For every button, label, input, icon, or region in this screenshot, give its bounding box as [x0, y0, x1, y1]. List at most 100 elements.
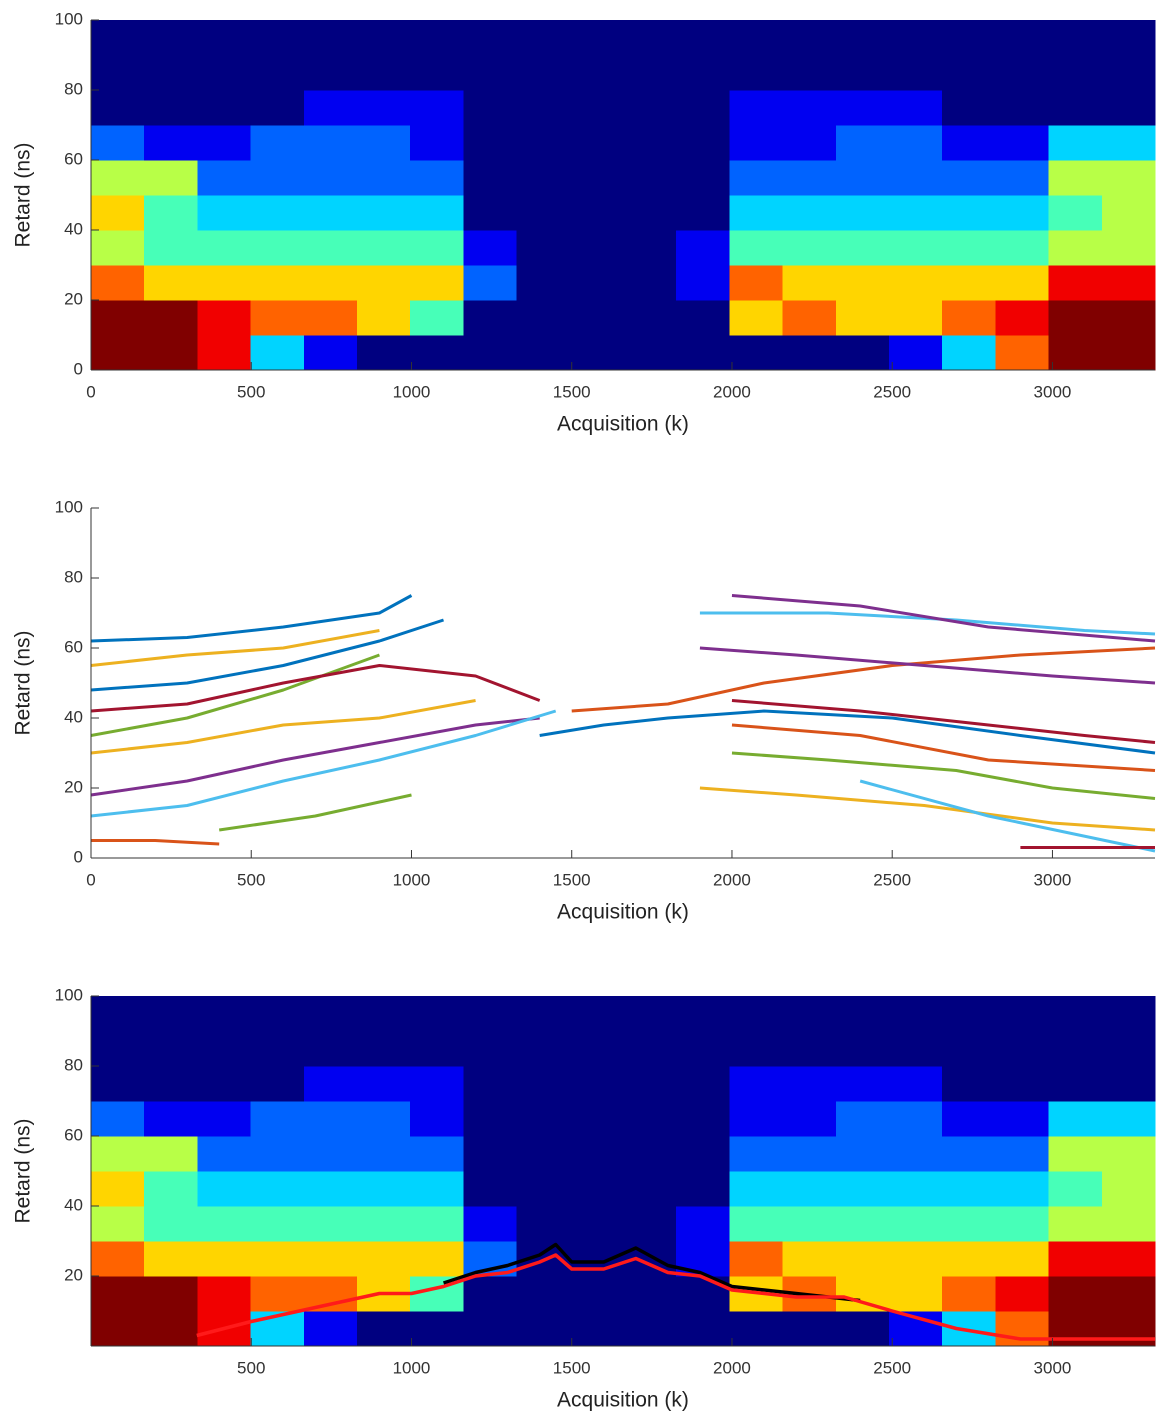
heatmap-cell — [250, 1066, 305, 1102]
heatmap-cell — [1101, 1276, 1156, 1312]
y-axis-label: Retard (ns) — [12, 630, 35, 735]
x-tick-label: 2000 — [713, 382, 751, 401]
x-axis-label: Acquisition (k) — [557, 901, 689, 924]
heatmap-cell — [410, 1171, 464, 1207]
heatmap-cell — [410, 195, 464, 231]
heatmap-cell — [729, 1101, 784, 1137]
heatmap-cell — [197, 1136, 252, 1172]
heatmap-cell — [729, 195, 784, 231]
x-tick-label: 1000 — [393, 1358, 431, 1377]
heatmap-cell — [250, 1276, 305, 1312]
heatmap-cell — [942, 265, 996, 301]
heatmap-cell — [942, 195, 996, 231]
heatmap-cell — [889, 1031, 943, 1067]
track-line — [90, 664, 541, 713]
heatmap-cell — [516, 1066, 571, 1102]
heatmap-cell — [1101, 265, 1156, 301]
heatmap-cell — [782, 125, 837, 161]
heatmap-cell — [1048, 1241, 1103, 1277]
heatmap-cell — [144, 1276, 198, 1312]
track-line — [90, 629, 380, 667]
heatmap-cell — [569, 195, 624, 231]
heatmap-cell — [569, 300, 624, 336]
heatmap-cell — [91, 20, 145, 56]
heatmap-cell — [197, 1031, 252, 1067]
heatmap-cell — [303, 90, 358, 126]
heatmap-cell — [569, 90, 624, 126]
heatmap-cell — [995, 1031, 1050, 1067]
heatmap-cell — [889, 1101, 943, 1137]
y-tick-label: 100 — [55, 497, 83, 516]
heatmap-cell — [357, 1066, 411, 1102]
heatmap-cell — [942, 55, 996, 91]
heatmap-cell — [729, 300, 784, 336]
heatmap-cell — [516, 230, 571, 266]
heatmap-cell — [889, 160, 943, 196]
heatmap-cell — [729, 1241, 784, 1277]
heatmap-cell — [623, 20, 677, 56]
y-tick-label: 80 — [64, 567, 83, 586]
heatmap-cell — [942, 1276, 996, 1312]
heatmap-cell — [835, 90, 890, 126]
y-tick-label: 40 — [64, 707, 83, 726]
heatmap-cell — [835, 1136, 890, 1172]
heatmap-cell — [250, 230, 305, 266]
heatmap-cell — [995, 1276, 1050, 1312]
heatmap-cell — [995, 1206, 1050, 1242]
heatmap-cell — [410, 300, 464, 336]
x-tick-label: 2500 — [873, 1358, 911, 1377]
heatmap-cell — [91, 1136, 145, 1172]
heatmap-cell — [197, 335, 252, 371]
heatmap-cell — [410, 1066, 464, 1102]
heatmap-cell — [676, 1241, 730, 1277]
heatmap-cell — [569, 1171, 624, 1207]
heatmap-cell — [303, 160, 358, 196]
heatmap-cell — [91, 1206, 145, 1242]
heatmap-cell — [942, 1171, 996, 1207]
heatmap-cell — [995, 1066, 1050, 1102]
heatmap-cell — [1048, 1276, 1103, 1312]
heatmap-cell — [357, 1311, 411, 1347]
heatmap-cell — [197, 1206, 252, 1242]
heatmap-cell — [1048, 1031, 1103, 1067]
heatmap-cell — [1101, 1066, 1156, 1102]
heatmap-cell — [197, 1101, 252, 1137]
heatmap-cell — [516, 300, 571, 336]
heatmap-cell — [1101, 335, 1156, 371]
heatmap-cell — [303, 230, 358, 266]
panel: 0 500 1000 1500 2000 2500 3000 0 20 40 60 80 100 Acqu… — [12, 497, 1156, 924]
heatmap-cell — [1048, 125, 1103, 161]
heatmap-cell — [144, 1101, 198, 1137]
heatmap-cell — [623, 160, 677, 196]
heatmap-cell — [463, 996, 518, 1032]
heatmap-cell — [250, 1101, 305, 1137]
heatmap-cell — [676, 1136, 730, 1172]
heatmap-cell — [410, 265, 464, 301]
heatmap-cell — [942, 20, 996, 56]
heatmap-cell — [889, 1206, 943, 1242]
heatmap-cell — [357, 1171, 411, 1207]
heatmap-cell — [729, 125, 784, 161]
heatmap-cell — [835, 300, 890, 336]
heatmap-cell — [942, 1206, 996, 1242]
heatmap-cell — [91, 55, 145, 91]
heatmap-cell — [889, 1171, 943, 1207]
heatmap-cell — [569, 55, 624, 91]
heatmap-cell — [144, 1206, 198, 1242]
heatmap-cell — [569, 20, 624, 56]
heatmap-cell — [782, 1171, 837, 1207]
heatmap-cell — [729, 90, 784, 126]
x-tick-label: 3000 — [1034, 1358, 1072, 1377]
heatmap-cell — [889, 300, 943, 336]
heatmap-cell — [942, 1311, 996, 1347]
heatmap-cell — [782, 1311, 837, 1347]
track-line — [699, 646, 1156, 685]
heatmap-cell — [1048, 300, 1103, 336]
heatmap-cell — [782, 90, 837, 126]
heatmap-cell — [889, 20, 943, 56]
heatmap-cell — [250, 1171, 305, 1207]
heatmap-cell — [569, 160, 624, 196]
x-tick-label: 500 — [237, 382, 265, 401]
heatmap-cell — [303, 1171, 358, 1207]
heatmap-cell — [995, 1101, 1050, 1137]
